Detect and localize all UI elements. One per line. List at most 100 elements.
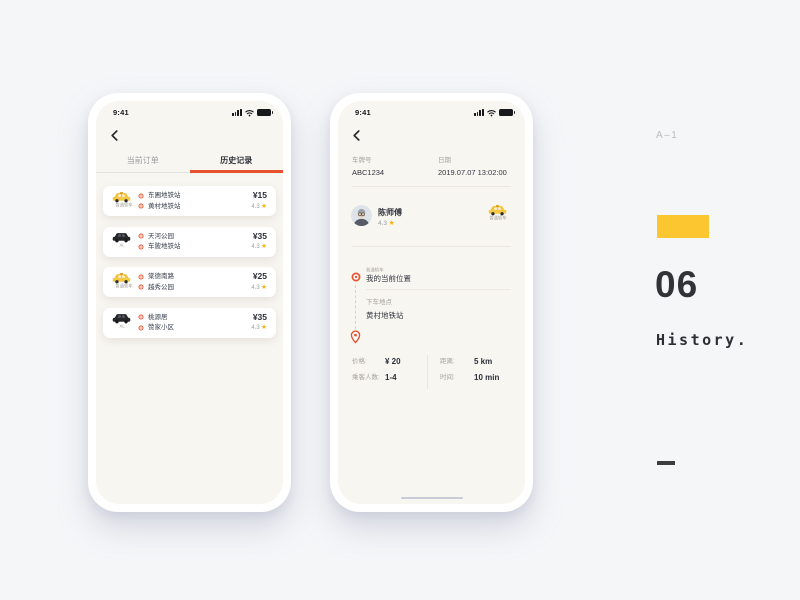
- plate-label: 车牌号: [352, 157, 372, 164]
- vehicle-type-label: 普通轿车: [115, 282, 133, 288]
- date-block: 日期 2019.07.07 13:02:00: [438, 157, 507, 177]
- time-label: 时间:: [440, 374, 455, 381]
- order-card-2[interactable]: XL 天河公园 车陂地铁站 ¥35 4.3 ★: [103, 226, 276, 257]
- route-car-type-label: 普通轿车: [366, 267, 384, 273]
- price-label: 价格:: [352, 358, 367, 365]
- black-car-icon: [112, 230, 131, 247]
- taxi-icon: [488, 203, 507, 220]
- divider: [352, 186, 511, 187]
- order-card-1[interactable]: 普通轿车 东圃地铁站 黄村地铁站 ¥15 4.3 ★: [103, 186, 276, 216]
- order-card-4[interactable]: XL 桃源居 赞家小区 ¥35 4.3 ★: [103, 307, 276, 338]
- back-button[interactable]: [111, 128, 123, 141]
- star-icon: ★: [388, 220, 395, 227]
- distance-label: 距离:: [440, 358, 455, 365]
- section-index: 06: [655, 264, 699, 305]
- rating-value: 4.3: [378, 220, 388, 227]
- driver-name: 陈师傅: [378, 208, 402, 217]
- wifi-icon: [487, 109, 496, 117]
- pickup-pin-icon: [138, 314, 144, 320]
- chevron-left-icon: [111, 130, 118, 141]
- pickup-location: 天河公园: [148, 232, 174, 240]
- status-bar: 9:41: [96, 106, 283, 119]
- cellular-signal-icon: [473, 109, 484, 116]
- vehicle-type-label: XL: [118, 242, 125, 248]
- pickup-pin-icon: [138, 233, 144, 239]
- dropoff-location: 越秀公园: [148, 283, 174, 291]
- phone-mockup-history-list: 9:41 当前订单 历史记录: [88, 93, 291, 512]
- route-connector-line: [355, 285, 356, 329]
- taxi-icon: [112, 271, 131, 288]
- order-list: 普通轿车 东圃地铁站 黄村地铁站 ¥15 4.3 ★: [103, 186, 276, 348]
- dropoff-location: 赞家小区: [148, 324, 174, 332]
- battery-icon: [499, 109, 515, 116]
- price-value: ¥ 20: [385, 357, 401, 366]
- time-value: 10 min: [474, 373, 500, 382]
- order-price: ¥15: [252, 190, 267, 201]
- rating-value: 4.3: [251, 203, 260, 210]
- dropoff-pin-icon: [138, 244, 144, 250]
- dropoff-location: 黄村地铁站: [148, 202, 181, 210]
- fare-summary: 价格: ¥ 20 乘客人数: 1-4 距离: 5 km 时间: 10 min: [338, 353, 525, 391]
- tab-underline-inactive: [96, 171, 190, 173]
- rating-value: 4.3: [251, 284, 260, 291]
- tab-bar: 当前订单 历史记录: [96, 153, 283, 169]
- driver-vehicle: 普通轿车: [482, 205, 512, 224]
- section-title: History.: [656, 331, 749, 349]
- home-indicator: [400, 496, 463, 499]
- pickup-location: 桃源居: [148, 313, 168, 321]
- distance-value: 5 km: [474, 357, 493, 366]
- screen-history-list: 9:41 当前订单 历史记录: [96, 101, 283, 504]
- annotation-tag: A–1: [656, 130, 679, 141]
- order-price: ¥35: [252, 230, 267, 241]
- black-car-icon: [112, 311, 131, 328]
- tab-current-orders[interactable]: 当前订单: [126, 156, 159, 165]
- status-time: 9:41: [355, 108, 371, 117]
- order-price: ¥25: [252, 271, 267, 282]
- order-price: ¥35: [252, 311, 267, 322]
- tab-underline: [96, 170, 283, 173]
- rating-value: 4.3: [251, 325, 260, 332]
- plate-block: 车牌号 ABC1234: [352, 157, 384, 177]
- chevron-left-icon: [353, 130, 360, 141]
- tab-history[interactable]: 历史记录: [220, 156, 253, 165]
- dropoff-location: 黄村地铁站: [366, 311, 404, 320]
- accent-color-swatch: [657, 215, 709, 238]
- pickup-location: 我的当前位置: [366, 274, 411, 283]
- wifi-icon: [245, 109, 254, 117]
- status-time: 9:41: [113, 108, 129, 117]
- pickup-location: 棠德南路: [148, 273, 174, 281]
- battery-icon: [257, 109, 273, 116]
- vehicle-type-label: XL: [118, 323, 125, 329]
- order-card-3[interactable]: 普通轿车 棠德南路 越秀公园 ¥25 4.3 ★: [103, 267, 276, 297]
- status-bar: 9:41: [338, 106, 525, 119]
- pickup-location: 东圃地铁站: [148, 192, 181, 200]
- dropoff-pin-icon: [138, 325, 144, 331]
- dropoff-pin-icon: [138, 203, 144, 209]
- date-value: 2019.07.07 13:02:00: [438, 168, 507, 177]
- star-icon: ★: [261, 283, 267, 291]
- divider: [352, 246, 511, 247]
- pickup-pin-icon: [138, 274, 144, 280]
- date-label: 日期: [438, 157, 451, 164]
- divider: [366, 289, 511, 290]
- rating-value: 4.3: [251, 244, 260, 251]
- vehicle-type-label: 普通轿车: [115, 201, 133, 207]
- vehicle-type-label: 普通轿车: [489, 215, 507, 221]
- divider: [427, 355, 428, 389]
- driver-rating: 4.3 ★: [378, 219, 395, 227]
- plate-value: ABC1234: [352, 168, 385, 177]
- pickup-pin-icon: [138, 193, 144, 199]
- passengers-value: 1-4: [385, 373, 397, 382]
- driver-avatar: [351, 205, 372, 226]
- back-button[interactable]: [353, 128, 365, 141]
- star-icon: ★: [261, 324, 267, 332]
- star-icon: ★: [261, 243, 267, 251]
- tab-underline-active: [189, 170, 283, 173]
- screen-ride-detail: 9:41 车牌号 ABC1234 日期 2019.07.07 13:02:00: [338, 101, 525, 504]
- cellular-signal-icon: [231, 109, 242, 116]
- pickup-pin-icon: [351, 272, 361, 282]
- dropoff-map-pin-icon: [350, 330, 361, 344]
- phone-mockup-ride-detail: 9:41 车牌号 ABC1234 日期 2019.07.07 13:02:00: [330, 93, 533, 512]
- passengers-label: 乘客人数:: [352, 374, 380, 381]
